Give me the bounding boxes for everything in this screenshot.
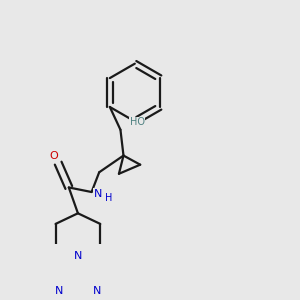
Text: N: N bbox=[93, 286, 101, 296]
Text: N: N bbox=[94, 188, 102, 199]
Text: HO: HO bbox=[130, 117, 145, 127]
Text: O: O bbox=[49, 152, 58, 161]
Text: N: N bbox=[74, 251, 82, 261]
Text: H: H bbox=[105, 193, 112, 203]
Text: N: N bbox=[54, 286, 63, 296]
